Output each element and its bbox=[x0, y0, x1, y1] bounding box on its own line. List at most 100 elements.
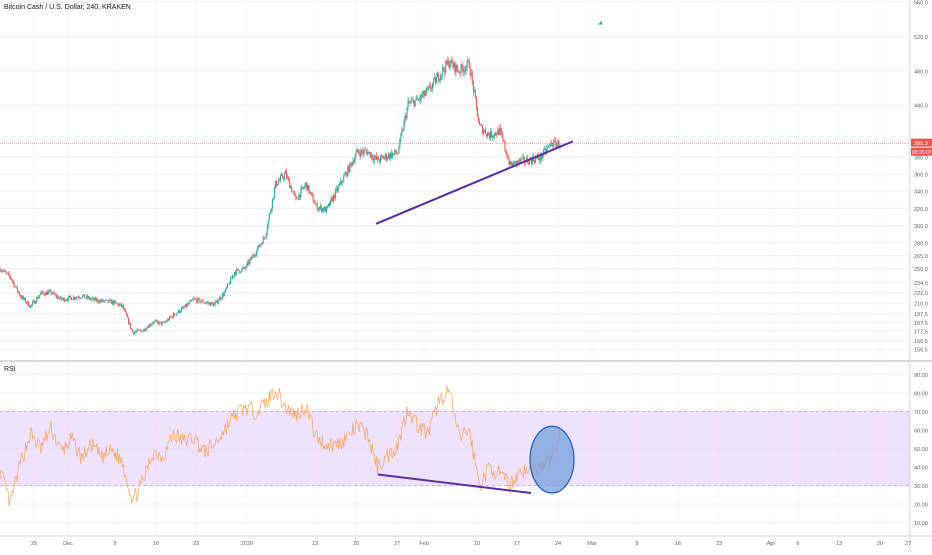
price-tick-label: 360.0 bbox=[914, 172, 928, 178]
candle-body bbox=[221, 293, 223, 299]
candle-body bbox=[106, 299, 108, 301]
candle-body bbox=[249, 259, 251, 264]
candle-body bbox=[96, 299, 98, 301]
candle-body bbox=[109, 299, 111, 301]
candle-body bbox=[229, 283, 231, 285]
candle-body bbox=[103, 301, 105, 302]
candle-body bbox=[297, 199, 299, 200]
candle-body bbox=[235, 272, 237, 275]
candle-body bbox=[28, 301, 30, 307]
candle-body bbox=[215, 300, 217, 303]
candle-body bbox=[141, 330, 143, 333]
candle-body bbox=[148, 324, 150, 329]
candle-body bbox=[98, 301, 100, 303]
candle-body bbox=[92, 297, 94, 299]
candle-body bbox=[138, 329, 140, 331]
candle-body bbox=[201, 300, 203, 302]
candle-body bbox=[156, 320, 158, 322]
candle-body bbox=[521, 157, 523, 159]
candle-body bbox=[451, 59, 453, 64]
candle-body bbox=[121, 305, 123, 307]
candle-body bbox=[264, 237, 266, 239]
candle-body bbox=[445, 61, 447, 73]
candle-body bbox=[102, 299, 104, 302]
candle-body bbox=[530, 160, 532, 164]
candle-body bbox=[357, 149, 359, 153]
candle-body bbox=[17, 291, 19, 293]
candle-body bbox=[266, 227, 268, 234]
candle-body bbox=[459, 72, 461, 74]
candle-body bbox=[151, 323, 153, 325]
time-tick-label: 20 bbox=[353, 541, 359, 547]
candle-body bbox=[190, 300, 192, 302]
candle-body bbox=[452, 63, 454, 68]
candle-body bbox=[471, 72, 473, 82]
candle-body bbox=[1, 270, 3, 272]
candle-body bbox=[176, 312, 178, 314]
candle-body bbox=[129, 322, 131, 324]
candle-body bbox=[430, 88, 432, 90]
candle-body bbox=[490, 131, 492, 139]
candle-body bbox=[107, 299, 109, 303]
candle-body bbox=[417, 99, 419, 101]
candle-body bbox=[355, 152, 357, 158]
candle-body bbox=[59, 296, 61, 299]
price-tick-label: 250.0 bbox=[914, 267, 928, 273]
candle-body bbox=[422, 90, 424, 95]
candle-body bbox=[349, 162, 351, 172]
candle-body bbox=[225, 287, 227, 289]
candle-body bbox=[167, 319, 169, 321]
candle-body bbox=[160, 321, 162, 325]
candle-body bbox=[449, 65, 451, 68]
candle-body bbox=[132, 329, 134, 333]
candle-body bbox=[43, 293, 45, 295]
candle-body bbox=[252, 255, 254, 259]
candle-body bbox=[365, 150, 367, 152]
price-tick-label: 300.0 bbox=[914, 224, 928, 230]
candle-body bbox=[168, 316, 170, 321]
rsi-tick-label: 60.00 bbox=[914, 428, 928, 434]
candle-body bbox=[342, 181, 344, 183]
candle-body bbox=[478, 121, 480, 125]
candle-body bbox=[170, 316, 172, 318]
candle-body bbox=[200, 301, 202, 303]
candle-body bbox=[489, 135, 491, 139]
candle-body bbox=[47, 292, 49, 295]
candle-body bbox=[313, 202, 315, 204]
candle-body bbox=[383, 156, 385, 159]
price-tick-label: 280.0 bbox=[914, 241, 928, 247]
candle-body bbox=[334, 195, 336, 198]
candle-body bbox=[196, 299, 198, 303]
price-tick-label: 560.0 bbox=[914, 1, 928, 7]
candle-body bbox=[382, 156, 384, 157]
time-tick-label: 23 bbox=[193, 541, 199, 547]
candle-body bbox=[118, 304, 120, 306]
candle-body bbox=[251, 257, 253, 259]
candle-body bbox=[16, 286, 18, 292]
time-tick-label: 9 bbox=[635, 541, 638, 547]
candle-body bbox=[385, 154, 387, 158]
candle-body bbox=[162, 322, 164, 323]
candle-body bbox=[207, 302, 209, 304]
price-tick-label: 440.0 bbox=[914, 104, 928, 110]
candle-body bbox=[289, 179, 291, 188]
candle-body bbox=[54, 294, 56, 295]
candle-body bbox=[143, 329, 145, 332]
candle-body bbox=[442, 67, 444, 75]
candle-body bbox=[4, 270, 6, 272]
candle-body bbox=[61, 299, 63, 300]
candle-body bbox=[379, 155, 381, 162]
candle-body bbox=[420, 95, 422, 98]
candle-body bbox=[101, 299, 103, 302]
candle-body bbox=[183, 307, 185, 308]
candle-body bbox=[78, 297, 80, 298]
candle-body bbox=[455, 64, 457, 73]
candle-body bbox=[87, 295, 89, 299]
candle-body bbox=[391, 152, 393, 158]
candle-body bbox=[55, 294, 57, 297]
price-tick-label: 340.0 bbox=[914, 190, 928, 196]
time-tick-label: 2020 bbox=[241, 541, 253, 547]
candle-body bbox=[244, 266, 246, 269]
candle-body bbox=[69, 296, 71, 298]
